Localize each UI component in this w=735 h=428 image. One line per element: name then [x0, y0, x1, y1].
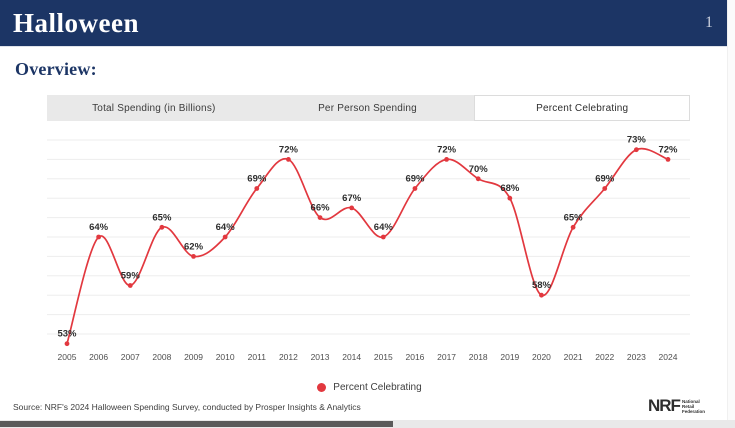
percent-celebrating-line-chart: 53% 2005 64% 2006 59% 2007 65% 2008 62% 2009 64% 20…	[47, 135, 690, 362]
page-title: Halloween	[13, 7, 139, 38]
data-point	[96, 234, 102, 240]
x-axis-label: 2006	[89, 352, 108, 362]
x-axis-label: 2014	[342, 352, 361, 362]
data-point	[349, 205, 355, 211]
vertical-scrollbar-track[interactable]	[727, 0, 735, 420]
data-label: 64%	[89, 222, 109, 233]
nrf-tagline: National Retail Federation	[681, 398, 705, 414]
data-point	[380, 234, 386, 240]
source-note: Source: NRF's 2024 Halloween Spending Su…	[13, 402, 361, 412]
data-point	[507, 195, 513, 201]
x-axis-label: 2023	[627, 352, 646, 362]
data-label: 67%	[342, 193, 362, 204]
x-axis-label: 2007	[121, 352, 140, 362]
legend-marker-icon	[317, 382, 327, 392]
data-point	[475, 176, 481, 182]
horizontal-scrollbar-track[interactable]	[0, 420, 735, 428]
data-label: 72%	[437, 144, 457, 155]
x-axis-label: 2018	[469, 352, 488, 362]
data-point	[317, 215, 323, 220]
data-point	[286, 157, 291, 162]
data-label: 69%	[247, 174, 267, 185]
x-axis-label: 2019	[500, 352, 519, 362]
data-label: 64%	[216, 222, 236, 233]
section-title: Overview:	[15, 59, 97, 79]
data-point	[539, 292, 544, 298]
x-axis-label: 2012	[279, 352, 298, 362]
nrf-wordmark: NRF	[648, 396, 681, 415]
data-label: 68%	[500, 183, 520, 194]
data-point	[222, 234, 228, 240]
data-label: 58%	[532, 280, 552, 291]
data-label: 59%	[121, 271, 141, 282]
x-axis-label: 2020	[532, 352, 551, 362]
data-point	[665, 157, 671, 162]
x-axis-label: 2017	[437, 352, 456, 362]
chart-tab-bar: Total Spending (in Billions) Per Person …	[47, 95, 691, 121]
data-point	[191, 254, 196, 259]
data-label: 69%	[405, 174, 425, 185]
x-axis-label: 2009	[184, 352, 203, 362]
slide-header: Halloween 1	[0, 0, 727, 47]
x-axis-label: 2010	[216, 352, 235, 362]
data-label: 66%	[311, 203, 331, 214]
x-axis-label: 2016	[405, 352, 424, 362]
data-point	[570, 224, 576, 230]
tab-total-spending[interactable]: Total Spending (in Billions)	[92, 102, 216, 114]
data-label: 62%	[184, 241, 204, 252]
x-axis-label: 2005	[58, 352, 77, 362]
horizontal-scrollbar-thumb[interactable]	[0, 421, 393, 427]
data-label: 72%	[658, 144, 678, 155]
trend-line	[66, 147, 669, 344]
data-point	[127, 283, 133, 288]
x-axis-label: 2022	[595, 352, 614, 362]
data-point	[633, 147, 639, 153]
data-point	[444, 157, 449, 162]
data-label: 64%	[374, 222, 394, 233]
nrf-logo: NRF National Retail Federation	[648, 396, 705, 416]
data-label: 53%	[57, 329, 77, 340]
x-axis-label: 2008	[152, 352, 171, 362]
data-point	[254, 186, 260, 191]
legend-label: Percent Celebrating	[333, 381, 422, 393]
x-axis-label: 2015	[374, 352, 393, 362]
x-axis-label: 2024	[659, 352, 678, 362]
data-label: 70%	[469, 164, 489, 175]
x-axis-label: 2013	[311, 352, 330, 362]
data-label: 73%	[627, 135, 647, 146]
tab-percent-celebrating[interactable]: Percent Celebrating	[474, 95, 691, 121]
data-point	[64, 341, 70, 347]
data-label: 65%	[564, 212, 584, 223]
data-point	[602, 186, 608, 191]
data-label: 72%	[279, 144, 299, 155]
data-point	[412, 186, 418, 191]
chart-legend: Percent Celebrating	[47, 380, 692, 394]
x-axis-label: 2021	[564, 352, 583, 362]
tab-per-person-spending[interactable]: Per Person Spending	[318, 102, 417, 114]
data-label: 69%	[595, 174, 615, 185]
data-point	[159, 224, 165, 230]
data-label: 65%	[152, 212, 172, 223]
page-number: 1	[705, 14, 713, 31]
x-axis-label: 2011	[248, 352, 267, 362]
